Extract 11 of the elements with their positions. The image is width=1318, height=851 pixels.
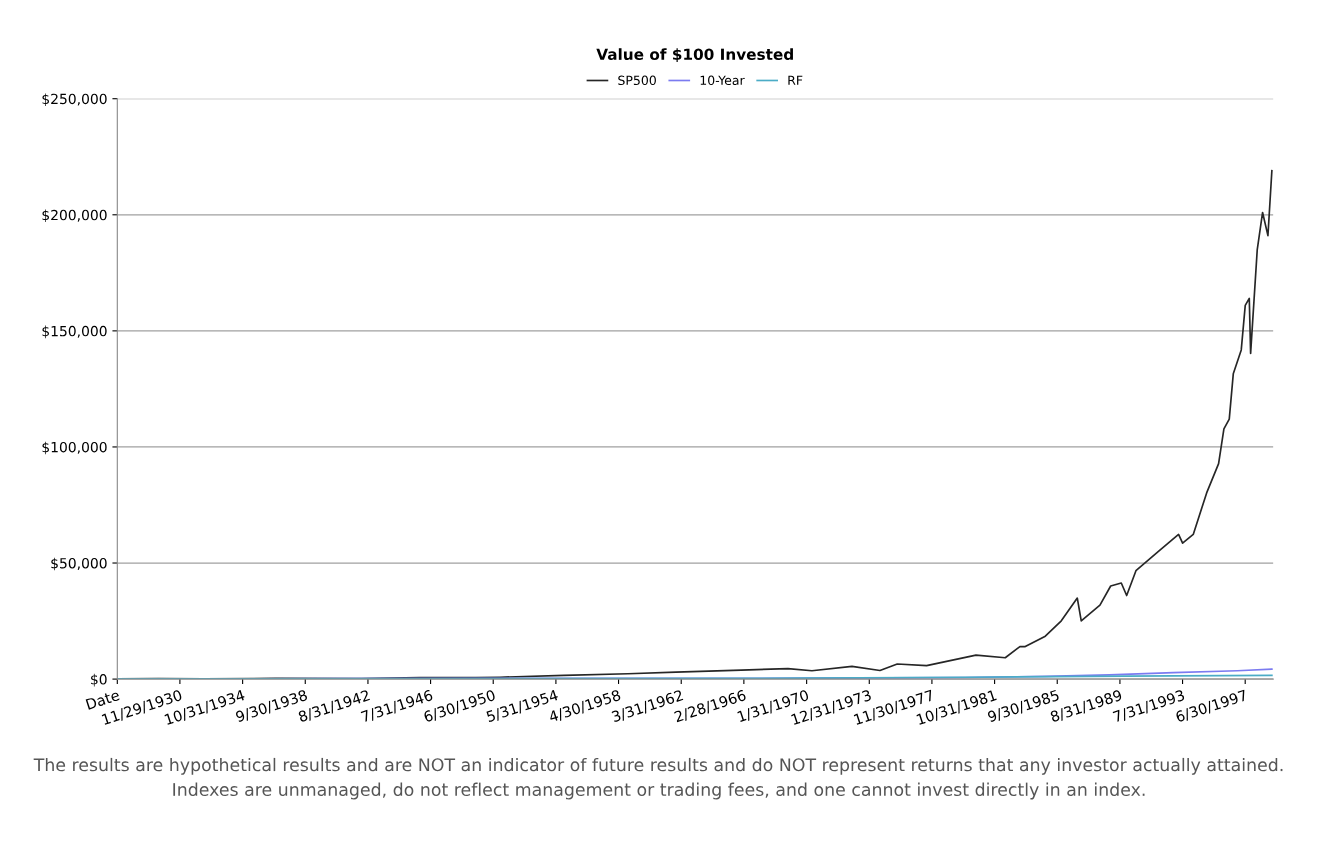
y-tick-label: $100,000 xyxy=(42,441,107,455)
y-tick-label: $200,000 xyxy=(42,209,107,223)
y-tick-label: $250,000 xyxy=(42,93,107,107)
y-tick-label: $50,000 xyxy=(51,557,107,571)
y-tick-label: $0 xyxy=(91,673,107,687)
legend-label: 10-Year xyxy=(700,75,745,86)
chart-title: Value of $100 Invested xyxy=(596,48,793,63)
text: The results are hypothetical results and are NOT an indicator of future results and do NOT represent returns that any investor actually attained. Indexes are unmanaged, do not reflect management or trading fees, and one cannot invest directly in an index. xyxy=(33,757,1283,800)
legend-label: RF xyxy=(788,75,803,85)
y-tick-label: $150,000 xyxy=(42,325,107,339)
legend-label: SP500 xyxy=(618,75,656,86)
